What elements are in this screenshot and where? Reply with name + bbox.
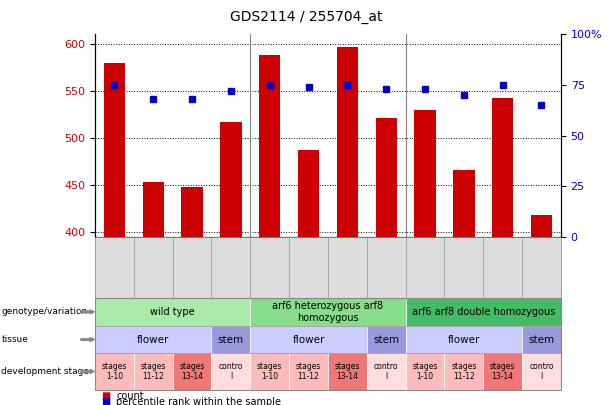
Text: GSM62699: GSM62699 [300,243,308,292]
Text: stages
1-10: stages 1-10 [102,362,127,381]
Text: contro
l: contro l [529,362,554,381]
Text: stages
13-14: stages 13-14 [490,362,516,381]
Text: GSM62694: GSM62694 [105,243,115,292]
Bar [181,187,203,237]
Text: wild type: wild type [150,307,195,317]
Bar [104,63,125,237]
Bar [492,98,513,237]
Text: stages
11-12: stages 11-12 [451,362,476,381]
Text: stem: stem [218,335,244,345]
Text: genotype/variation: genotype/variation [1,307,88,316]
Text: stages
11-12: stages 11-12 [296,362,321,381]
Text: contro
l: contro l [374,362,398,381]
Text: stem: stem [373,335,399,345]
Text: GDS2114 / 255704_at: GDS2114 / 255704_at [230,10,383,24]
Text: stages
1-10: stages 1-10 [257,362,283,381]
Text: GSM62697: GSM62697 [222,243,231,292]
Text: arf6 heterozygous arf8
homozygous: arf6 heterozygous arf8 homozygous [272,301,384,323]
Text: stages
13-14: stages 13-14 [180,362,205,381]
Text: flower: flower [292,335,325,345]
Bar [531,215,552,237]
Bar [453,170,474,237]
Text: ■: ■ [101,397,110,405]
Text: GSM62701: GSM62701 [377,243,386,292]
Bar [220,122,242,237]
Text: stem: stem [528,335,555,345]
Text: stages
11-12: stages 11-12 [140,362,166,381]
Text: count: count [116,391,144,401]
Text: GSM62698: GSM62698 [261,243,270,292]
Text: GSM62703: GSM62703 [455,243,464,292]
Bar [337,47,358,237]
Bar [298,150,319,237]
Text: GSM62696: GSM62696 [183,243,192,292]
Text: tissue: tissue [1,335,28,344]
Bar [376,118,397,237]
Bar [259,55,280,237]
Text: GSM62705: GSM62705 [533,243,541,292]
Text: GSM62702: GSM62702 [416,243,425,292]
Text: development stage: development stage [1,367,89,376]
Bar [143,182,164,237]
Bar [414,110,436,237]
Text: flower: flower [447,335,480,345]
Text: GSM62700: GSM62700 [338,243,348,292]
Text: ■: ■ [101,391,110,401]
Text: percentile rank within the sample: percentile rank within the sample [116,397,281,405]
Text: stages
1-10: stages 1-10 [413,362,438,381]
Text: stages
13-14: stages 13-14 [335,362,360,381]
Text: contro
l: contro l [219,362,243,381]
Text: GSM62704: GSM62704 [493,243,503,292]
Text: arf6 arf8 double homozygous: arf6 arf8 double homozygous [411,307,555,317]
Text: GSM62695: GSM62695 [144,243,153,292]
Text: flower: flower [137,335,169,345]
